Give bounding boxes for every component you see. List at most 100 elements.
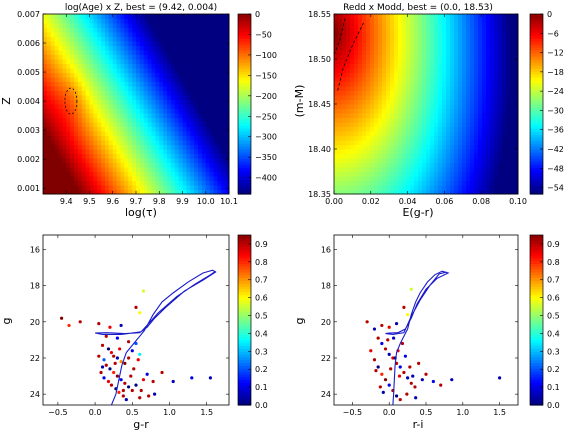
heatmap-cell <box>410 99 415 105</box>
heatmap-cell <box>426 68 431 73</box>
heatmap-cell <box>139 50 145 55</box>
colorbar-segment <box>530 249 543 253</box>
heatmap-cell <box>190 108 195 114</box>
heatmap-cell <box>225 36 230 42</box>
heatmap-cell <box>354 176 359 181</box>
heatmap-cell <box>502 167 507 172</box>
heatmap-cell <box>394 162 399 168</box>
heatmap-cell <box>178 180 183 186</box>
heatmap-cell <box>398 77 403 82</box>
heatmap-cell <box>186 50 191 55</box>
heatmap-cell <box>167 176 172 181</box>
heatmap-cell <box>50 18 56 24</box>
heatmap-cell <box>354 140 359 145</box>
heatmap-cell <box>101 144 106 150</box>
heatmap-cell <box>201 68 207 73</box>
heatmap-cell <box>151 50 156 55</box>
heatmap-cell <box>124 18 129 24</box>
heatmap-cell <box>62 149 67 154</box>
heatmap-cell <box>120 99 125 105</box>
heatmap-cell <box>422 140 427 145</box>
heatmap-cell <box>194 149 199 154</box>
heatmap-cell <box>418 86 423 91</box>
heatmap-cell <box>362 176 367 181</box>
heatmap-cell <box>446 77 451 82</box>
colorbar-segment <box>238 376 251 381</box>
heatmap-cell <box>458 117 463 123</box>
heatmap-cell <box>205 189 211 195</box>
heatmap-cell <box>143 63 149 69</box>
heatmap-cell <box>225 108 230 114</box>
heatmap-cell <box>366 167 371 172</box>
heatmap-cell <box>155 176 160 181</box>
heatmap-cell <box>209 176 214 181</box>
heatmap-cell <box>466 176 471 181</box>
plot-background <box>334 235 518 405</box>
heatmap-cell <box>454 189 459 195</box>
colorbar-tick-label: 0.8 <box>255 258 268 267</box>
star-point <box>126 340 131 344</box>
colorbar-segment <box>530 50 543 54</box>
heatmap-cell <box>514 63 519 69</box>
heatmap-cell <box>213 149 218 154</box>
heatmap-cell <box>147 99 152 105</box>
heatmap-cell <box>506 135 511 141</box>
heatmap-cell <box>450 167 455 172</box>
heatmap-cell <box>494 14 499 19</box>
colorbar-segment <box>530 122 543 126</box>
heatmap-cell <box>482 68 487 73</box>
heatmap-cell <box>143 77 149 82</box>
heatmap-cell <box>430 23 435 28</box>
heatmap-cell <box>386 153 391 159</box>
heatmap-cell <box>70 180 75 186</box>
heatmap-cell <box>163 36 168 42</box>
heatmap-cell <box>470 63 475 69</box>
heatmap-cell <box>390 36 395 42</box>
heatmap-cell <box>358 14 363 19</box>
heatmap-cell <box>209 171 214 177</box>
colorbar-segment <box>238 101 251 105</box>
heatmap-cell <box>201 117 207 123</box>
heatmap-cell <box>151 144 156 150</box>
heatmap-cell <box>221 158 226 163</box>
heatmap-cell <box>430 81 435 87</box>
heatmap-cell <box>346 176 351 181</box>
heatmap-cell <box>70 149 75 154</box>
heatmap-cell <box>430 77 435 82</box>
heatmap-cell <box>434 68 439 73</box>
heatmap-cell <box>151 45 156 51</box>
heatmap-cell <box>167 27 172 33</box>
heatmap-cell <box>354 126 359 132</box>
heatmap-cell <box>446 162 451 168</box>
heatmap-cell <box>217 18 222 24</box>
heatmap-cell <box>89 135 94 141</box>
heatmap-cell <box>147 81 152 87</box>
heatmap-cell <box>217 171 222 177</box>
heatmap-cell <box>418 27 423 33</box>
heatmap-cell <box>398 171 403 177</box>
heatmap-cell <box>205 14 211 19</box>
heatmap-cell <box>438 185 443 190</box>
heatmap-cell <box>112 41 118 46</box>
heatmap-cell <box>442 50 447 55</box>
heatmap-cell <box>486 32 491 37</box>
heatmap-cell <box>120 140 125 145</box>
heatmap-cell <box>398 50 403 55</box>
heatmap-cell <box>85 167 90 172</box>
heatmap-cell <box>350 126 355 132</box>
heatmap-cell <box>89 63 94 69</box>
heatmap-cell <box>370 86 375 91</box>
colorbar-segment <box>530 143 543 147</box>
star-point <box>130 349 134 353</box>
heatmap-cell <box>486 176 491 181</box>
heatmap-cell <box>182 99 187 105</box>
heatmap-cell <box>77 18 83 24</box>
heatmap-cell <box>139 54 145 60</box>
heatmap-cell <box>198 113 203 118</box>
heatmap-cell <box>167 131 172 136</box>
colorbar-segment <box>238 164 251 168</box>
heatmap-cell <box>70 54 75 60</box>
heatmap-cell <box>128 162 133 168</box>
heatmap-cell <box>414 77 419 82</box>
heatmap-cell <box>217 131 222 136</box>
